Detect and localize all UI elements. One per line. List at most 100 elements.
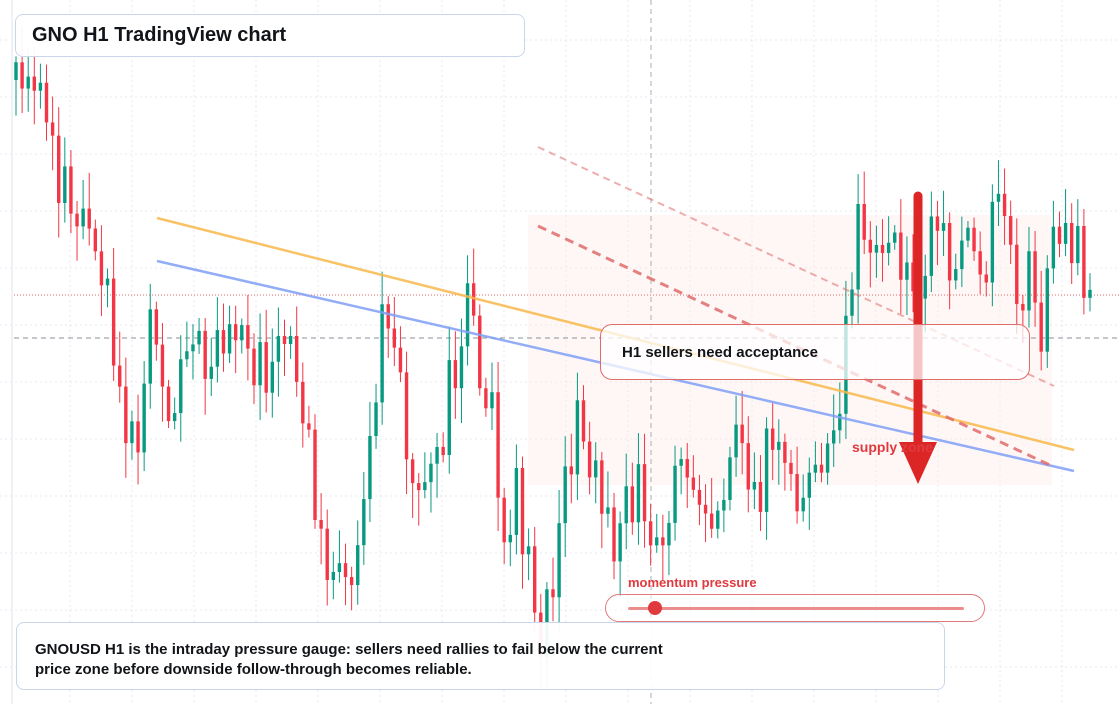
candle-body: [295, 335, 299, 382]
chart-title: GNO H1 TradingView chart: [32, 24, 287, 46]
analysis-note: GNOUSD H1 is the intraday pressure gauge…: [16, 622, 945, 690]
candle-body: [490, 392, 494, 409]
candle-body: [111, 278, 116, 366]
candle-body: [1069, 222, 1074, 264]
analysis-note-line-1: GNOUSD H1 is the intraday pressure gauge…: [35, 641, 663, 658]
candle-body: [551, 589, 555, 598]
candle-body: [941, 223, 946, 231]
candle-body: [526, 546, 531, 555]
candle-body: [1045, 268, 1049, 352]
candle-body: [313, 429, 317, 521]
candle-body: [862, 204, 866, 240]
candle-body: [209, 366, 213, 379]
candle-body: [630, 486, 635, 523]
candle-body: [911, 262, 915, 292]
candle-body: [392, 328, 397, 348]
candle-body: [502, 497, 506, 543]
candle-body: [667, 522, 671, 546]
candle-body: [514, 468, 519, 535]
candle-body: [172, 413, 177, 422]
candle-body: [374, 402, 378, 437]
candle-body: [99, 251, 104, 286]
candle-body: [636, 464, 641, 523]
analysis-note-line-2: price zone before downside follow-throug…: [35, 661, 472, 678]
supply-zone-label: supply zone: [852, 439, 933, 455]
candle-body: [807, 472, 811, 498]
candle-body: [465, 283, 470, 347]
candle-body: [240, 325, 244, 341]
candle-body: [508, 534, 512, 543]
candle-body: [740, 424, 744, 444]
candle-body: [197, 330, 201, 345]
candle-body: [447, 360, 451, 456]
candle-body: [307, 423, 311, 430]
candle-body: [441, 447, 445, 456]
candle-body: [349, 577, 354, 586]
candle-body: [356, 545, 360, 586]
candle-body: [471, 283, 476, 316]
candle-body: [783, 441, 787, 463]
callout-text: H1 sellers need acceptance: [622, 343, 818, 361]
candle-body: [380, 304, 384, 403]
candle-body: [459, 346, 464, 389]
candle-body: [368, 436, 372, 500]
candle-body: [685, 459, 689, 478]
candle-body: [81, 208, 85, 227]
candle-body: [642, 464, 647, 522]
chart-title-box: GNO H1 TradingView chart: [15, 14, 525, 57]
candle-body: [813, 464, 818, 473]
candle-body: [655, 537, 659, 546]
candle-body: [215, 330, 220, 367]
candle-body: [1088, 289, 1092, 298]
candle-body: [758, 481, 763, 512]
candle-body: [14, 62, 18, 80]
candle-body: [746, 443, 750, 490]
candle-body: [893, 232, 897, 243]
candle-body: [789, 462, 793, 475]
candle-body: [947, 223, 952, 281]
candle-body: [972, 227, 976, 252]
candle-body: [966, 227, 970, 241]
candle-body: [1063, 222, 1068, 244]
candle-body: [252, 348, 256, 386]
candle-body: [978, 251, 982, 275]
candle-body: [319, 520, 323, 529]
candle-body: [734, 424, 738, 458]
candle-body: [191, 344, 195, 352]
candle-body: [838, 413, 842, 431]
candle-body: [764, 428, 769, 512]
candle-body: [563, 466, 567, 524]
candle-body: [227, 324, 232, 354]
candle-body: [594, 460, 598, 478]
candle-body: [606, 507, 610, 514]
candle-body: [38, 82, 43, 91]
candle-body: [87, 208, 91, 229]
candle-body: [1027, 251, 1031, 311]
candle-body: [612, 507, 616, 562]
candle-body: [795, 474, 799, 512]
candle-body: [1051, 226, 1056, 269]
candle-body: [886, 242, 891, 254]
candle-body: [258, 342, 262, 386]
candle-body: [136, 421, 140, 453]
candle-body: [429, 463, 433, 483]
candle-body: [118, 365, 122, 387]
candle-body: [1076, 226, 1080, 264]
candle-body: [661, 537, 665, 546]
candle-body: [105, 278, 110, 286]
candle-body: [1008, 216, 1013, 245]
candle-body: [203, 330, 207, 379]
candle-body: [26, 76, 30, 89]
candle-body: [728, 457, 732, 500]
candle-body: [325, 528, 329, 581]
candle-body: [777, 441, 781, 450]
candle-body: [69, 166, 73, 214]
candle-body: [270, 361, 274, 393]
momentum-gauge-line: [628, 607, 964, 610]
candle-body: [832, 430, 836, 444]
candle-body: [288, 335, 293, 344]
candle-body: [899, 232, 903, 280]
candle-body: [819, 464, 824, 473]
candle-body: [124, 386, 128, 444]
